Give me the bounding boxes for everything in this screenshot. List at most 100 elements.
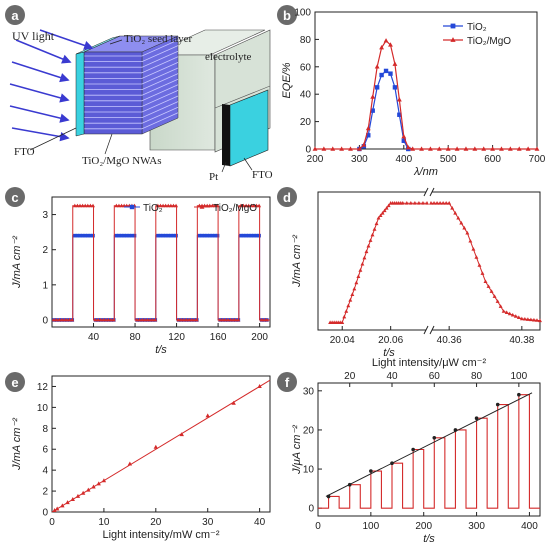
data-point — [516, 146, 522, 151]
nanowire-line — [141, 78, 179, 96]
nwas-label: TiO₂/MgO NWAs — [82, 155, 162, 167]
data-point — [200, 233, 204, 238]
data-point — [75, 233, 80, 238]
uv-arrow — [11, 61, 69, 81]
data-point — [228, 317, 233, 322]
plot-frame — [314, 11, 538, 150]
data-point — [88, 203, 93, 208]
nanowire-line — [141, 56, 179, 74]
series-line — [431, 202, 541, 322]
data-point — [416, 201, 421, 205]
data-point — [330, 146, 336, 151]
data-point — [368, 238, 373, 242]
data-point — [531, 317, 536, 322]
data-point — [231, 400, 236, 405]
x-axis-label: t/s — [423, 533, 435, 545]
data-point — [534, 146, 540, 151]
axis-break-mark — [429, 325, 435, 335]
data-point — [166, 233, 171, 238]
data-point — [181, 317, 186, 322]
data-point — [370, 232, 375, 237]
data-point — [450, 23, 456, 29]
data-point — [122, 233, 126, 238]
panel-badge-label: d — [283, 190, 291, 205]
data-point — [130, 233, 134, 238]
data-point — [410, 146, 416, 151]
nanowire-line — [141, 50, 179, 68]
pulse-point — [369, 469, 373, 473]
x-tick-label: 30 — [202, 517, 214, 528]
x-tick-label: 120 — [168, 332, 185, 343]
x-axis-label: λ/nm — [413, 166, 438, 178]
data-point — [450, 206, 455, 210]
data-point — [166, 203, 171, 208]
data-point — [207, 233, 212, 238]
data-point — [223, 317, 228, 322]
uv-arrow-head — [59, 131, 70, 142]
data-point — [364, 249, 369, 254]
data-point — [91, 484, 96, 489]
data-point — [101, 478, 107, 483]
fit-line — [51, 379, 271, 513]
top-x-tick-label: 100 — [511, 371, 528, 382]
data-point — [378, 213, 383, 218]
nanowire-line — [141, 84, 179, 102]
series-line — [318, 394, 540, 509]
data-point — [383, 38, 389, 43]
data-point — [471, 247, 476, 251]
data-point — [111, 317, 116, 322]
data-point — [522, 316, 527, 321]
nanowire-line — [141, 95, 179, 113]
panel-b-eqe-chart: b 200 300 400 500 600 700 0 20 40 60 80 100 λ/nm EQE/%… — [277, 5, 546, 178]
data-point — [202, 203, 207, 208]
data-point — [72, 203, 77, 208]
data-point — [75, 203, 80, 208]
data-point — [374, 85, 380, 90]
data-point — [207, 203, 212, 208]
top-x-axis-label: Light intensity/μW cm⁻² — [372, 357, 487, 369]
data-point — [161, 203, 166, 208]
data-point — [59, 317, 64, 322]
data-point — [259, 317, 264, 322]
panel-badge — [277, 372, 297, 392]
data-point — [197, 203, 202, 208]
y-tick-label: 4 — [42, 466, 48, 477]
data-point — [98, 317, 103, 322]
data-point — [412, 201, 417, 205]
data-point — [137, 317, 142, 322]
data-point — [257, 233, 261, 238]
pulse-point — [432, 435, 437, 440]
pt-counter-electrode — [222, 104, 230, 166]
data-point — [483, 279, 488, 283]
x-tick-label: 200 — [307, 154, 324, 165]
data-point — [384, 206, 389, 210]
series-line — [52, 235, 270, 321]
uv-arrow-head — [59, 113, 70, 123]
data-point — [249, 233, 254, 238]
pulse-point — [517, 392, 521, 397]
data-point — [158, 203, 163, 208]
data-point — [78, 203, 83, 208]
data-point — [104, 317, 108, 322]
data-point — [401, 134, 407, 139]
x-tick-label: 400 — [521, 521, 538, 532]
x-axis-label: t/s — [155, 344, 167, 356]
data-point — [481, 146, 487, 151]
data-point — [504, 310, 509, 315]
data-point — [54, 506, 60, 511]
uv-arrow — [9, 105, 69, 121]
y-tick-label: 20 — [303, 425, 315, 436]
data-point — [205, 233, 209, 238]
data-point — [379, 72, 384, 78]
legend-label: TiO₂/MgO — [213, 203, 257, 214]
data-point — [119, 203, 124, 208]
data-point — [507, 311, 512, 316]
data-point — [401, 138, 406, 143]
data-point — [388, 42, 393, 47]
x-tick-label: 40 — [88, 332, 100, 343]
data-point — [348, 298, 353, 302]
data-point — [78, 233, 82, 238]
data-point — [124, 203, 129, 208]
axis-break-gap — [426, 327, 432, 333]
data-point — [176, 317, 181, 322]
